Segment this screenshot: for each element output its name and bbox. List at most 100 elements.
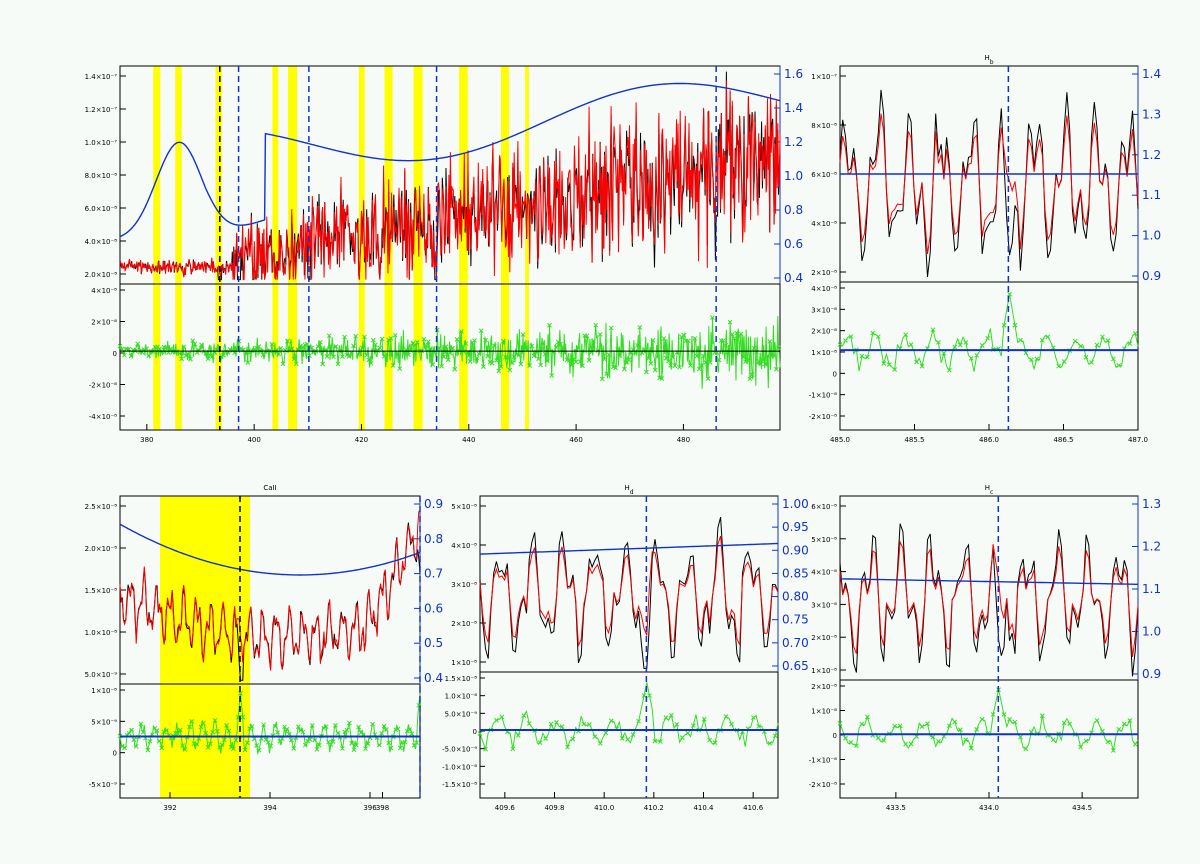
residual-point	[368, 360, 374, 366]
residual-point	[699, 362, 704, 368]
residual-point	[723, 343, 729, 348]
residual-point	[584, 333, 590, 339]
residual-point	[481, 364, 486, 369]
right-tick-label: 1.0	[1142, 229, 1161, 243]
residual-point	[1029, 729, 1034, 735]
residual-point	[282, 348, 288, 353]
residual-point	[1116, 726, 1122, 732]
y-tick-label: 5×10⁻⁸	[811, 536, 837, 544]
ratio-curve	[119, 82, 781, 238]
residual-point	[472, 338, 477, 343]
residual-point	[366, 357, 372, 363]
residual-point	[603, 730, 609, 736]
residual-point	[353, 333, 359, 339]
residual-point	[1132, 741, 1138, 747]
residual-point	[549, 373, 555, 378]
residual-point	[979, 343, 985, 348]
residual-point	[666, 358, 671, 364]
y-tick-label: 5.0×10⁻⁹	[85, 671, 118, 679]
residual-point	[340, 746, 345, 751]
panel-title-subscript: b	[990, 59, 994, 66]
x-tick-label: 400	[247, 436, 260, 444]
residual-point	[881, 361, 887, 366]
y-tick-label: 8.0×10⁻⁸	[85, 172, 118, 180]
residual-point	[1132, 331, 1138, 336]
residual-point	[1078, 744, 1083, 750]
residual-point	[1018, 734, 1023, 740]
y-tick-label: 1×10⁻⁷	[811, 73, 837, 81]
residual-point	[1018, 337, 1023, 343]
residual-point	[679, 735, 685, 740]
residual-point	[1029, 357, 1034, 363]
residual-point	[428, 346, 433, 351]
residual-point	[293, 361, 299, 367]
right-tick-label: 1.2	[1142, 540, 1161, 554]
right-tick-label: 0.7	[424, 567, 443, 581]
right-tick-label: 0.4	[784, 271, 803, 285]
residual-point	[765, 353, 770, 359]
model-spectrum	[479, 535, 779, 648]
residual-point	[565, 744, 570, 750]
residual-point	[1001, 322, 1007, 328]
residual-point	[331, 354, 336, 360]
residual-point	[681, 332, 687, 338]
residual-point	[1045, 334, 1051, 340]
residual-point	[199, 342, 204, 348]
residual-point	[536, 356, 541, 362]
residual-point	[707, 737, 713, 743]
residual-point	[320, 361, 325, 367]
residual-tick-label: -2×10⁻⁸	[89, 382, 117, 390]
residual-point	[562, 350, 568, 356]
residual-point	[727, 319, 733, 325]
residual-point	[335, 730, 341, 736]
residual-point	[450, 345, 455, 351]
residual-point	[370, 337, 376, 343]
residual-point	[353, 742, 359, 748]
right-tick-label: 0.6	[424, 601, 443, 615]
residual-point	[198, 724, 204, 730]
residual-point	[776, 345, 781, 351]
right-tick-label: 1.2	[1142, 148, 1161, 162]
residual-point	[1056, 363, 1062, 369]
residual-point	[323, 724, 329, 730]
residual-point	[848, 334, 854, 339]
residual-tick-label: 0	[113, 350, 117, 358]
residual-point	[617, 353, 623, 358]
x-tick-label: 396	[363, 804, 377, 812]
residual-point	[494, 358, 499, 363]
residual-point	[1100, 334, 1105, 340]
residual-point	[587, 722, 592, 727]
residual-point	[529, 343, 535, 349]
residual-point	[518, 361, 524, 367]
residual-point	[207, 741, 213, 747]
residual-frame	[479, 671, 779, 799]
residual-point	[936, 339, 941, 345]
residual-point	[180, 743, 185, 748]
residual-point	[859, 721, 865, 727]
residual-point	[543, 736, 548, 741]
residual-point	[214, 728, 220, 734]
residual-point	[738, 331, 744, 337]
residual-point	[201, 720, 206, 726]
residual-point	[892, 367, 898, 372]
residual-point	[1034, 356, 1040, 362]
residual-point	[591, 338, 596, 344]
residual-point	[520, 332, 526, 337]
residual-point	[159, 745, 165, 751]
right-tick-label: 1.0	[784, 169, 803, 183]
residual-point	[1072, 338, 1078, 344]
residual-point	[445, 357, 451, 363]
residual-point	[1061, 359, 1067, 364]
residual-point	[392, 332, 398, 338]
right-tick-label: 1.4	[784, 101, 803, 115]
residual-point	[646, 356, 651, 361]
residual-point	[357, 351, 363, 356]
residual-point	[772, 733, 778, 739]
residual-point	[351, 343, 356, 349]
residual-point	[272, 723, 278, 729]
x-tick-label: 410.0	[594, 804, 614, 812]
residual-point	[1105, 338, 1111, 343]
y-tick-label: 4×10⁻⁸	[451, 542, 477, 550]
residual-point	[395, 350, 400, 356]
residual-point	[304, 341, 310, 347]
